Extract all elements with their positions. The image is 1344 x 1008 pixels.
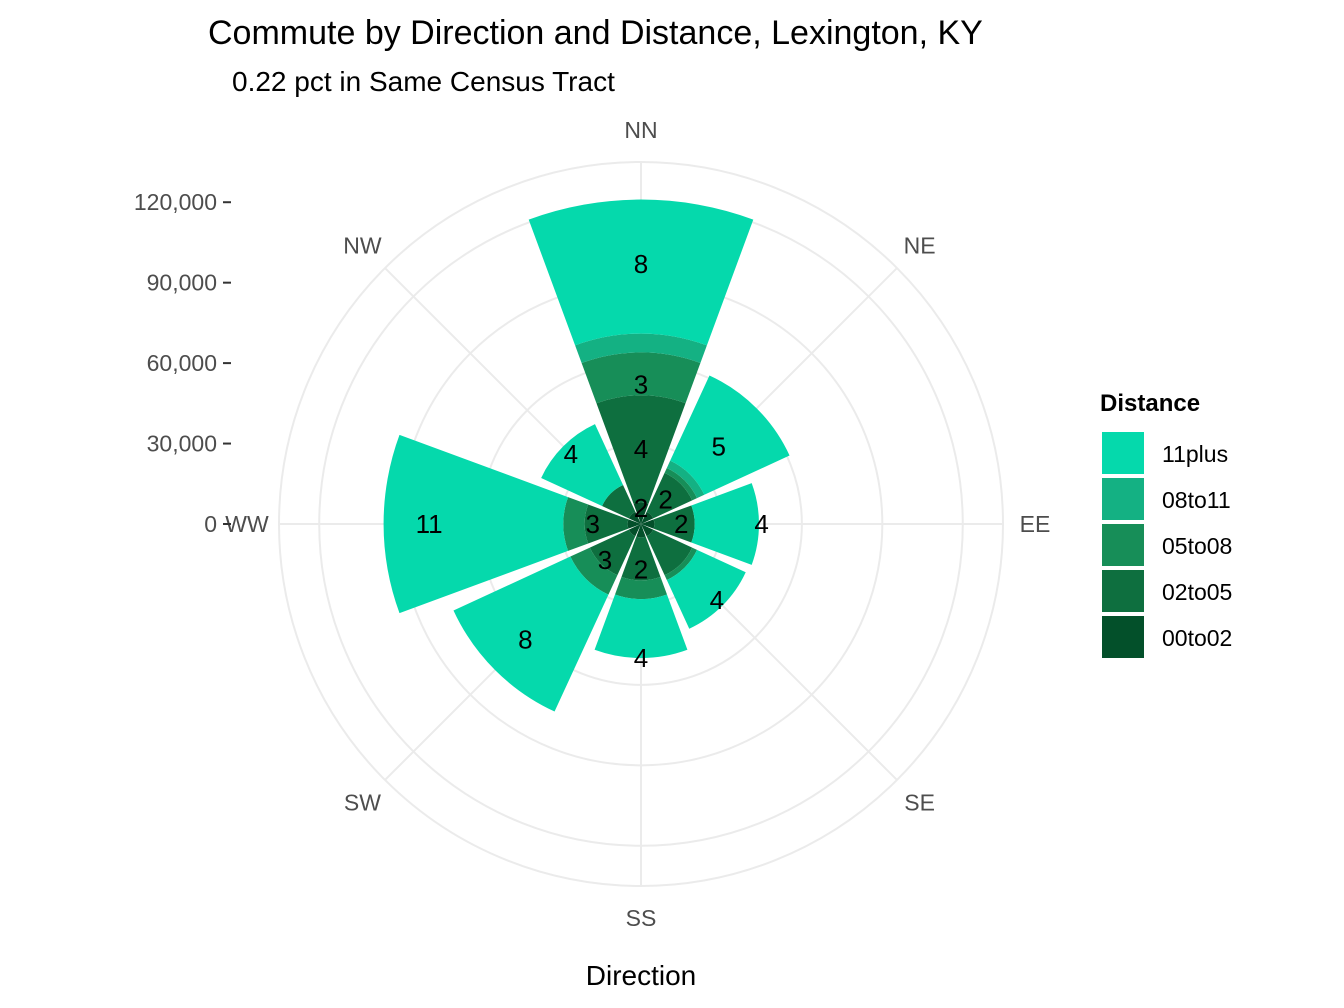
- bar-se-02to05: [646, 529, 693, 576]
- legend-label-11plus: 11plus: [1162, 441, 1228, 467]
- bar-nn-02to05: [596, 395, 686, 504]
- y-tick-label-1: 30,000: [147, 431, 217, 457]
- direction-label-nn: NN: [624, 117, 657, 143]
- bar-nw-00to02: [628, 511, 641, 524]
- legend-title: Distance: [1100, 390, 1200, 417]
- y-tick-label-2: 60,000: [147, 350, 217, 376]
- bar-nn-08to11: [575, 333, 707, 363]
- bar-se-11plus: [666, 549, 746, 629]
- bar-ne-00to02: [641, 511, 654, 524]
- y-tick-label-0: 0: [204, 511, 217, 537]
- bar-ww-02to05: [584, 504, 629, 544]
- direction-label-ne: NE: [904, 232, 936, 258]
- bar-ne-02to05: [646, 472, 693, 519]
- bar-sw-05to08: [570, 547, 618, 595]
- y-tick-label-4: 120,000: [134, 189, 217, 215]
- data-label-ne-11plus: 5: [712, 431, 726, 461]
- bar-ww-05to08: [563, 497, 589, 551]
- data-label-ww-11plus: 11: [416, 509, 443, 539]
- direction-labels: NN NE EE SE SS SW WW NW: [225, 117, 1050, 931]
- data-label-se-11plus: 4: [710, 585, 724, 615]
- bar-ne-05to08: [664, 467, 698, 501]
- chart-title: Commute by Direction and Distance, Lexin…: [208, 14, 983, 52]
- direction-label-se: SE: [904, 790, 935, 816]
- data-label-ss-11plus: 4: [634, 643, 648, 673]
- x-axis-title: Direction: [586, 960, 696, 991]
- data-label-ss-00to02: 2: [634, 555, 648, 585]
- bar-ee-02to05: [653, 505, 695, 543]
- bar-sw-02to05: [589, 529, 636, 576]
- legend-label-02to05: 02to05: [1162, 579, 1232, 605]
- data-label-ee-11plus: 4: [754, 509, 768, 539]
- legend-label-08to11: 08to11: [1162, 487, 1231, 513]
- data-label-ee-00to02: 2: [674, 509, 688, 539]
- legend-key-11plus: [1102, 432, 1144, 474]
- data-label-nn-02to05: 3: [634, 370, 648, 400]
- legend: Distance 11plus 08to11 05to08 02to05 00to02: [1100, 390, 1232, 658]
- bar-nw-11plus: [541, 424, 624, 507]
- legend-key-00to02: [1102, 616, 1144, 658]
- direction-label-ss: SS: [626, 905, 657, 931]
- data-label-ww-00to02: 3: [585, 509, 599, 539]
- chart-subtitle: 0.22 pct in Same Census Tract: [232, 66, 615, 97]
- data-label-nn-00to02: 2: [634, 493, 648, 523]
- bar-ne-08to11: [666, 460, 705, 499]
- bar-nn-11plus: [528, 199, 754, 346]
- bar-ss-05to08: [615, 576, 667, 600]
- legend-label-05to08: 05to08: [1162, 533, 1232, 559]
- legend-key-08to11: [1102, 478, 1144, 520]
- direction-label-nw: NW: [343, 232, 382, 258]
- bar-nn-00to02: [633, 502, 649, 524]
- legend-label-00to02: 00to02: [1162, 625, 1232, 651]
- bar-nn-05to08: [581, 352, 701, 404]
- direction-label-ee: EE: [1020, 511, 1051, 537]
- bar-se-05to08: [664, 547, 698, 581]
- bar-se-00to02: [641, 524, 654, 537]
- data-label-ne-00to02: 2: [658, 484, 672, 514]
- bar-ne-11plus: [670, 375, 790, 495]
- bar-ww-11plus: [383, 434, 569, 614]
- direction-label-ww: WW: [225, 511, 269, 537]
- bar-ss-11plus: [594, 594, 688, 659]
- data-label-nn-00to02: 4: [634, 434, 648, 464]
- bars-layer: [383, 199, 790, 712]
- data-label-nw-11plus: 4: [564, 439, 578, 469]
- data-label-nn-11plus: 8: [634, 249, 648, 279]
- bar-ee-00to02: [641, 519, 655, 529]
- bar-sw-11plus: [453, 556, 609, 712]
- bar-ww-00to02: [627, 519, 641, 529]
- legend-key-02to05: [1102, 570, 1144, 612]
- data-label-sw-00to02: 3: [598, 545, 612, 575]
- bar-ee-11plus: [691, 483, 759, 565]
- direction-label-sw: SW: [344, 790, 381, 816]
- y-axis: 0 30,000 60,000 90,000 120,000: [134, 189, 231, 537]
- bar-sw-00to02: [628, 524, 641, 537]
- bar-ss-00to02: [636, 524, 646, 538]
- legend-key-05to08: [1102, 524, 1144, 566]
- bar-nw-02to05: [602, 485, 636, 519]
- bar-ss-02to05: [621, 536, 661, 581]
- data-label-sw-11plus: 8: [518, 625, 532, 655]
- y-tick-label-3: 90,000: [147, 270, 217, 296]
